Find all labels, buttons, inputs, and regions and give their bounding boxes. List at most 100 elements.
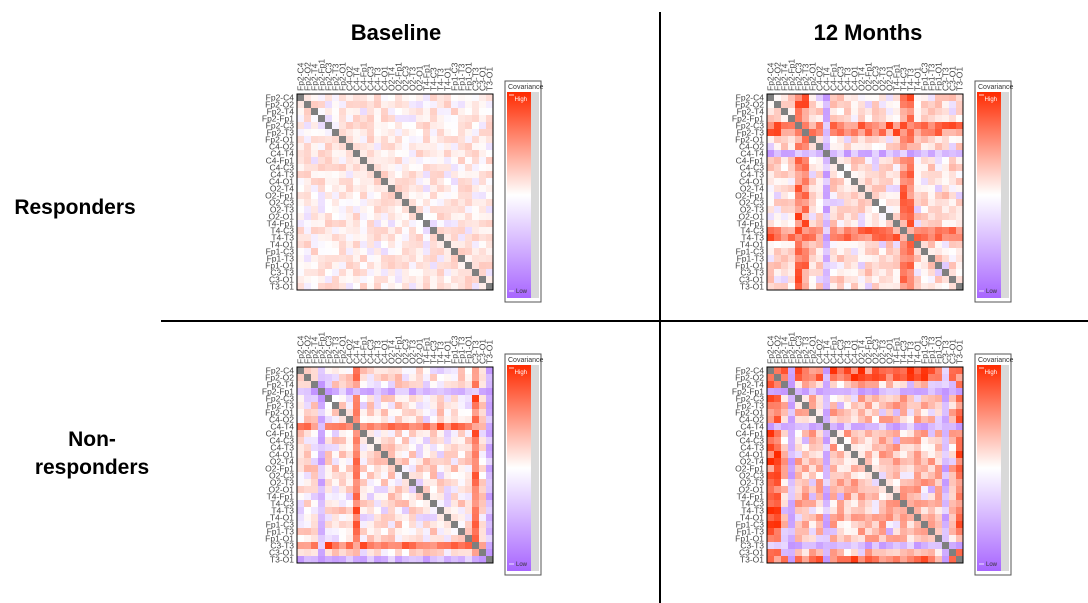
heatmap-cell xyxy=(360,549,367,556)
heatmap-cell xyxy=(879,367,886,374)
heatmap-cell xyxy=(444,367,451,374)
row-tick-label: C4-O2 xyxy=(269,142,294,152)
heatmap-cell xyxy=(893,465,900,472)
heatmap-cell xyxy=(381,402,388,409)
heatmap-cell xyxy=(872,465,879,472)
heatmap-cell xyxy=(795,549,802,556)
heatmap-cell xyxy=(374,206,381,213)
heatmap-cell xyxy=(297,465,304,472)
heatmap-cell xyxy=(865,409,872,416)
heatmap-cell xyxy=(409,248,416,255)
heatmap-cell xyxy=(409,108,416,115)
heatmap-cell xyxy=(367,94,374,101)
heatmap-cell xyxy=(781,458,788,465)
heatmap-cell xyxy=(339,542,346,549)
heatmap-cell xyxy=(809,101,816,108)
heatmap-cell xyxy=(900,444,907,451)
column-tick-label: C4-T3 xyxy=(843,340,853,364)
heatmap-cell xyxy=(332,549,339,556)
heatmap-cell xyxy=(472,514,479,521)
heatmap-cell xyxy=(942,374,949,381)
heatmap-cell xyxy=(844,493,851,500)
heatmap-cell xyxy=(472,367,479,374)
heatmap-cell xyxy=(437,521,444,528)
heatmap-cell xyxy=(339,521,346,528)
heatmap-cell xyxy=(339,451,346,458)
heatmap-cell xyxy=(774,395,781,402)
heatmap-cell xyxy=(914,136,921,143)
heatmap-cell xyxy=(444,115,451,122)
heatmap-cell xyxy=(830,234,837,241)
heatmap-cell xyxy=(339,241,346,248)
heatmap-cell xyxy=(956,150,963,157)
heatmap-cell xyxy=(479,514,486,521)
heatmap-cell xyxy=(858,374,865,381)
heatmap-cell xyxy=(304,115,311,122)
column-tick-label: Fp1-T3 xyxy=(927,336,937,364)
heatmap-cell xyxy=(472,430,479,437)
heatmap-cell xyxy=(816,472,823,479)
heatmap-cell xyxy=(851,549,858,556)
heatmap-cell xyxy=(935,108,942,115)
heatmap-cell xyxy=(318,192,325,199)
heatmap-cell xyxy=(465,500,472,507)
heatmap-cell xyxy=(423,234,430,241)
heatmap-cell xyxy=(830,94,837,101)
heatmap-diagonal-cell xyxy=(430,227,437,234)
heatmap-cell xyxy=(416,227,423,234)
heatmap-cell xyxy=(388,514,395,521)
heatmap-cell xyxy=(879,388,886,395)
heatmap-cell xyxy=(788,514,795,521)
column-tick-label: T4-C3 xyxy=(899,67,909,91)
heatmap-cell xyxy=(865,122,872,129)
heatmap-cell xyxy=(472,465,479,472)
heatmap-cell xyxy=(318,206,325,213)
heatmap-cell xyxy=(949,241,956,248)
heatmap-cell xyxy=(360,500,367,507)
heatmap-cell xyxy=(346,248,353,255)
heatmap-cell xyxy=(893,409,900,416)
heatmap-cell xyxy=(942,276,949,283)
heatmap-cell xyxy=(914,276,921,283)
heatmap-cell xyxy=(795,255,802,262)
row-tick-label: C4-Fp1 xyxy=(736,429,765,439)
heatmap-cell xyxy=(402,479,409,486)
heatmap-cell xyxy=(956,542,963,549)
heatmap-diagonal-cell xyxy=(907,234,914,241)
heatmap-diagonal-cell xyxy=(437,507,444,514)
heatmap-cell xyxy=(795,150,802,157)
heatmap-cell xyxy=(956,507,963,514)
heatmap-cell xyxy=(451,381,458,388)
heatmap-cell xyxy=(360,542,367,549)
heatmap-cell xyxy=(339,199,346,206)
heatmap-cell xyxy=(479,157,486,164)
heatmap-cell xyxy=(788,143,795,150)
heatmap-cell xyxy=(823,199,830,206)
heatmap-cell xyxy=(311,409,318,416)
heatmap-cell xyxy=(360,171,367,178)
heatmap-cell xyxy=(451,549,458,556)
heatmap-cell xyxy=(830,136,837,143)
heatmap-cell xyxy=(900,493,907,500)
heatmap-cell xyxy=(774,227,781,234)
heatmap-cell xyxy=(339,388,346,395)
heatmap-cell xyxy=(423,199,430,206)
heatmap-diagonal-cell xyxy=(367,437,374,444)
heatmap-cell xyxy=(900,374,907,381)
heatmap-cell xyxy=(942,101,949,108)
heatmap-cell xyxy=(325,542,332,549)
heatmap-cell xyxy=(437,381,444,388)
heatmap-cell xyxy=(879,164,886,171)
heatmap-cell xyxy=(416,451,423,458)
heatmap-cell xyxy=(486,500,493,507)
heatmap-cell xyxy=(788,367,795,374)
heatmap-cell xyxy=(311,241,318,248)
heatmap-cell xyxy=(858,367,865,374)
heatmap-cell xyxy=(851,556,858,563)
row-tick-label: C4-T3 xyxy=(740,170,764,180)
heatmap-cell xyxy=(430,255,437,262)
heatmap-cell xyxy=(381,395,388,402)
heatmap-cell xyxy=(409,542,416,549)
heatmap-cell xyxy=(942,521,949,528)
heatmap-cell xyxy=(942,479,949,486)
